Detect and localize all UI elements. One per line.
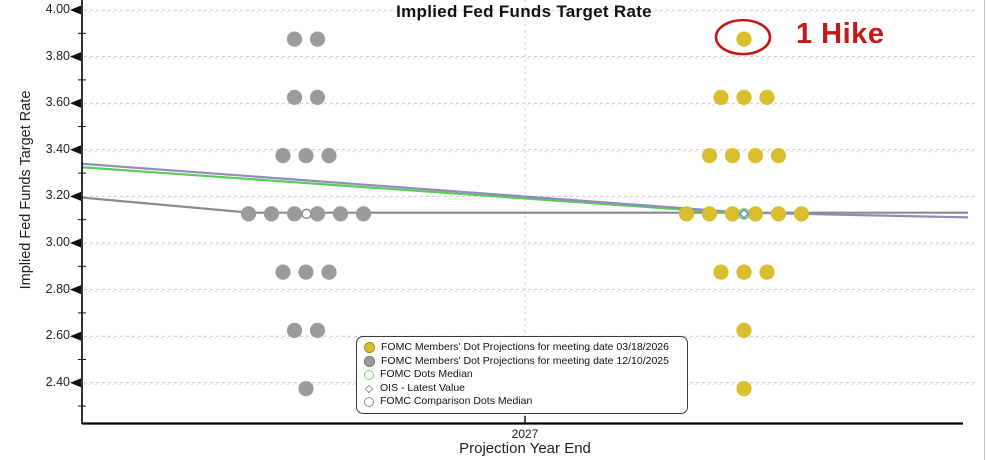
y-axis-tick-label: 2.60 [45, 328, 70, 343]
legend-item-ois-latest: OIS - Latest Value [364, 381, 680, 395]
y-axis-tick-label: 2.80 [45, 281, 70, 296]
fomc-projection-dot [286, 322, 303, 338]
fomc-projection-dot [701, 206, 718, 222]
legend-label: FOMC Comparison Dots Median [380, 395, 533, 408]
fomc-projection-dot [736, 89, 752, 105]
legend-item-fomc-dots-median: FOMC Dots Median [364, 369, 680, 381]
fomc-projection-dot [736, 381, 752, 397]
fomc-projection-dot [240, 206, 257, 222]
y-tick-arrow [70, 331, 81, 341]
fomc-projection-dot [286, 89, 303, 105]
y-axis-tick-label: 2.40 [45, 374, 70, 389]
gray-open-circle-icon [364, 397, 374, 408]
legend-label: FOMC Dots Median [380, 368, 473, 381]
fomc-projection-dot [759, 264, 775, 280]
fomc-projection-dot [770, 206, 787, 222]
legend-item-fomc-2026-dots: FOMC Members' Dot Projections for meetin… [364, 341, 680, 354]
y-axis-tick-label: 3.60 [45, 95, 70, 110]
fomc-projection-dot [736, 322, 752, 338]
fomc-projection-dot [286, 31, 303, 47]
legend-label: OIS - Latest Value [380, 381, 466, 394]
gray-dot-icon [364, 355, 375, 367]
fomc-projection-dot [713, 264, 729, 280]
fomc-projection-dot [298, 381, 314, 397]
fomc-projection-dot [736, 264, 752, 280]
chart-title: Implied Fed Funds Target Rate [396, 2, 652, 21]
y-tick-arrow [70, 191, 81, 201]
fomc-projection-dot [286, 206, 303, 222]
legend-item-fomc-2025-dots: FOMC Members' Dot Projections for meetin… [364, 354, 680, 368]
green-open-circle-icon [364, 369, 374, 380]
y-tick-arrow [70, 5, 81, 15]
y-tick-arrow [70, 98, 81, 108]
y-axis-tick-label: 4.00 [45, 2, 70, 16]
fomc-projection-dot [736, 31, 752, 47]
y-tick-arrow [70, 52, 81, 62]
fomc-projection-dot [701, 148, 718, 164]
fomc-projection-dot [332, 206, 349, 222]
comparison-median-marker [301, 208, 312, 220]
fomc-projection-dot [793, 206, 810, 222]
fomc-projection-dot [298, 148, 314, 164]
legend-label: FOMC Members' Dot Projections for meetin… [381, 354, 669, 367]
y-axis-tick-label: 3.40 [45, 141, 70, 156]
hike-annotation-ellipse [714, 18, 772, 56]
fomc-projection-dot [275, 148, 291, 164]
fomc-projection-dot [355, 206, 372, 222]
purple-diamond-icon [364, 384, 374, 393]
fomc-projection-dot [747, 148, 764, 164]
y-tick-arrow [70, 238, 81, 248]
x-axis-tick-label: 2027 [511, 427, 539, 441]
fomc-projection-dot [759, 89, 775, 105]
fomc-projection-dot [747, 206, 764, 222]
fomc-projection-dot [309, 89, 326, 105]
fomc-projection-dot [724, 206, 741, 222]
fomc-projection-dot [309, 31, 326, 47]
y-tick-arrow [70, 285, 81, 295]
hike-annotation-text: 1 Hike [796, 18, 885, 50]
trend-line-fomc-dots-median-path [81, 166, 745, 215]
fomc-projection-dot [770, 148, 787, 164]
fomc-projection-dot [309, 322, 326, 338]
y-axis-tick-label: 3.80 [45, 48, 70, 63]
fomc-projection-dot [321, 148, 337, 164]
fomc-projection-dot [275, 264, 291, 280]
fomc-projection-dot [298, 264, 314, 280]
x-axis-title: Projection Year End [459, 440, 591, 457]
legend-item-fomc-comparison-median: FOMC Comparison Dots Median [364, 396, 680, 408]
fomc-projection-dot [263, 206, 280, 222]
fomc-projection-dot [321, 264, 337, 280]
fomc-projection-dot [713, 89, 729, 105]
legend: FOMC Members' Dot Projections for meetin… [356, 336, 688, 414]
ois-latest-marker [738, 208, 750, 220]
yellow-dot-icon [364, 342, 375, 354]
window-edge-divider [984, 0, 985, 460]
fomc-projection-dot [309, 206, 326, 222]
fomc-projection-dot [724, 148, 741, 164]
y-axis-tick-label: 3.20 [45, 188, 70, 203]
fomc-projection-dot [678, 206, 695, 222]
y-axis-tick-label: 3.00 [45, 235, 70, 249]
y-tick-arrow [70, 145, 81, 155]
legend-label: FOMC Members' Dot Projections for meetin… [381, 341, 669, 354]
y-tick-arrow [70, 378, 81, 388]
